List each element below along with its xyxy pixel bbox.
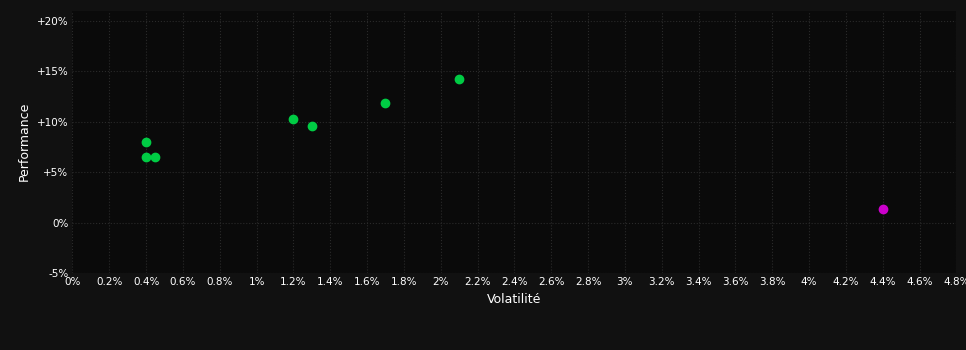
Point [148, 154, 163, 160]
Point [875, 206, 891, 212]
Point [286, 116, 301, 121]
Point [304, 123, 320, 128]
Point [138, 139, 154, 145]
Point [378, 100, 393, 106]
Point [451, 76, 467, 82]
Y-axis label: Performance: Performance [18, 102, 31, 181]
Point [138, 154, 154, 160]
X-axis label: Volatilité: Volatilité [487, 293, 542, 306]
